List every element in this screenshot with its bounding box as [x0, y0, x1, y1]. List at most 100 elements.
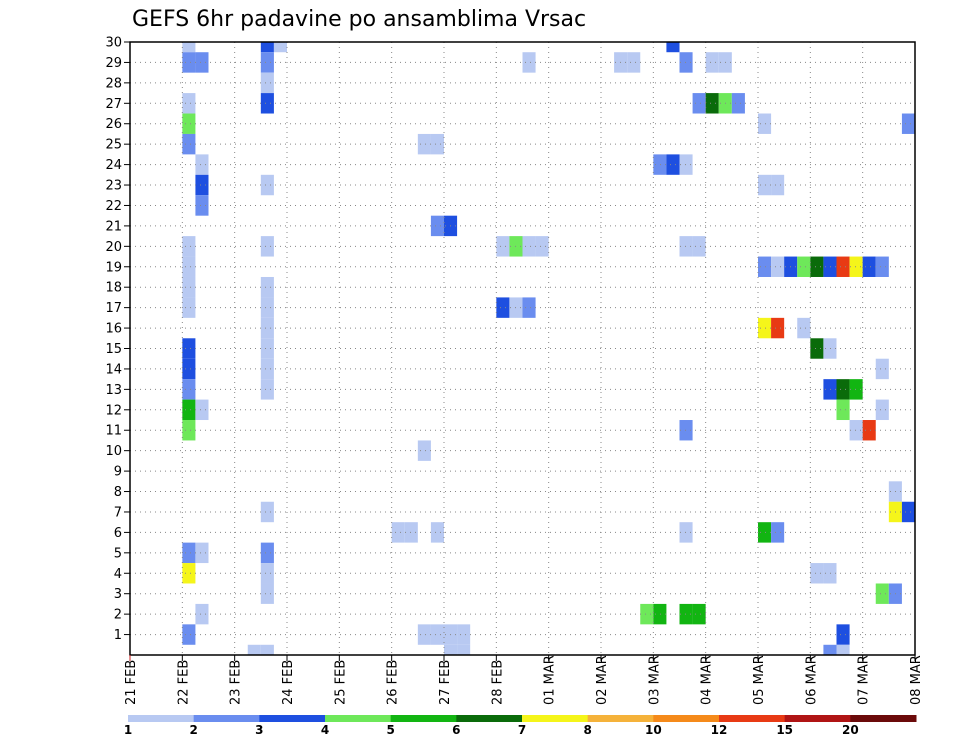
precip-cell	[758, 256, 772, 277]
precip-cell	[679, 603, 693, 625]
precip-cell	[260, 276, 274, 298]
colorbar-swatch	[193, 715, 260, 722]
precip-cell	[731, 93, 745, 114]
precip-cell	[260, 338, 274, 359]
y-tick-label: 1	[114, 628, 122, 643]
precip-cell	[901, 113, 915, 134]
precip-cell	[182, 113, 196, 134]
precip-cell	[182, 297, 196, 318]
precip-cell	[836, 379, 850, 400]
precip-cell	[195, 399, 209, 421]
precip-cell	[849, 420, 863, 441]
y-tick-label: 30	[105, 36, 122, 51]
precip-cell	[771, 317, 785, 339]
precip-cell	[260, 644, 274, 655]
y-tick-label: 8	[114, 485, 122, 500]
precip-cell	[260, 297, 274, 318]
precip-cell	[260, 563, 274, 584]
precip-cell	[260, 72, 274, 94]
y-tick-label: 26	[105, 117, 122, 132]
precip-cell	[182, 338, 196, 359]
colorbar-swatch	[653, 715, 720, 722]
y-tick-label: 20	[105, 240, 122, 255]
precip-cell	[430, 215, 444, 237]
precip-cell	[273, 42, 287, 53]
precip-cell	[430, 133, 444, 155]
precip-cell	[260, 174, 274, 196]
x-tick-label: 05 MAR	[752, 655, 767, 705]
y-tick-label: 27	[105, 97, 122, 112]
plot-frame	[129, 41, 916, 656]
colorbar-label: 10	[645, 723, 662, 737]
y-tick-label: 24	[105, 158, 122, 173]
colorbar-swatch	[390, 715, 457, 722]
precip-cell	[823, 338, 837, 359]
precip-cell	[810, 563, 824, 584]
colorbar-label: 8	[583, 723, 591, 737]
y-tick-label: 12	[105, 403, 122, 418]
colorbar-label: 15	[776, 723, 793, 737]
precip-cell	[182, 133, 196, 155]
precip-cell	[182, 379, 196, 400]
x-tick-label: 01 MAR	[543, 655, 558, 705]
y-tick-label: 10	[105, 444, 122, 459]
precip-cell	[195, 174, 209, 196]
precip-cell	[417, 624, 431, 645]
precip-cell	[679, 522, 693, 543]
precip-cell	[836, 256, 850, 277]
precip-cell	[771, 522, 785, 543]
precip-cell	[758, 317, 772, 339]
x-tick-label: 06 MAR	[804, 655, 819, 705]
precip-cell	[679, 236, 693, 257]
colorbar-swatch	[850, 715, 917, 722]
y-tick-label: 13	[105, 383, 122, 398]
colorbar-swatch	[128, 715, 195, 722]
precip-cell	[182, 420, 196, 441]
y-tick-label: 16	[105, 322, 122, 337]
precip-cell	[260, 379, 274, 400]
x-tick-label: 22 FEB	[176, 660, 191, 705]
precip-cell	[653, 154, 667, 175]
y-tick-label: 19	[105, 260, 122, 275]
precip-cell	[182, 276, 196, 298]
y-tick-label: 3	[114, 587, 122, 602]
precip-cell	[457, 644, 471, 655]
precip-cell	[417, 133, 431, 155]
colorbar-label: 3	[255, 723, 263, 737]
x-tick-label: 26 FEB	[386, 660, 401, 705]
y-tick-label: 29	[105, 56, 122, 71]
colorbar-label: 5	[386, 723, 394, 737]
precip-cell	[666, 154, 680, 175]
precip-cell	[797, 317, 811, 339]
precip-cell	[496, 297, 510, 318]
x-axis-ticks: 21 FEB 22 FEB 23 FEB 24 FEB 25 FEB 26 FEB 27 F…	[124, 655, 924, 705]
colorbar-label: 4	[321, 723, 329, 737]
y-tick-label: 23	[105, 179, 122, 194]
x-tick-label: 04 MAR	[700, 655, 715, 705]
x-tick-label: 03 MAR	[647, 655, 662, 705]
precip-cell	[182, 93, 196, 114]
precip-cell	[771, 256, 785, 277]
y-tick-label: 2	[114, 608, 122, 623]
precip-cell	[849, 379, 863, 400]
precip-cell	[692, 93, 706, 114]
precip-cell	[522, 236, 536, 257]
precip-cell	[849, 256, 863, 277]
precip-cell	[836, 644, 850, 655]
precip-cell	[810, 338, 824, 359]
y-tick-label: 22	[105, 199, 122, 214]
precip-cell	[260, 93, 274, 114]
precip-cell	[823, 644, 837, 655]
precip-cell	[195, 195, 209, 216]
y-tick-label: 14	[105, 362, 122, 377]
precip-cell	[653, 603, 667, 625]
precip-cell	[182, 563, 196, 584]
colorbar-label: 1	[124, 723, 132, 737]
precip-cell	[247, 644, 261, 655]
precip-cell	[666, 42, 680, 53]
colorbar-label: 20	[842, 723, 859, 737]
y-tick-label: 11	[105, 424, 122, 439]
precip-cell	[823, 256, 837, 277]
y-tick-label: 21	[105, 219, 122, 234]
